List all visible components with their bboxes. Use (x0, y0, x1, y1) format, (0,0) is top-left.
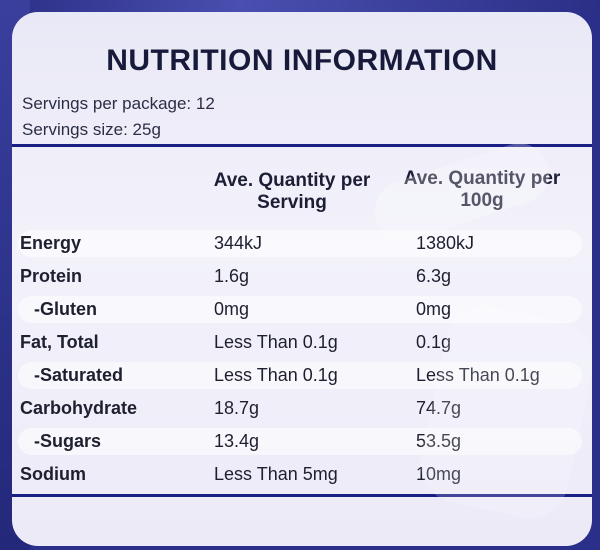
nutrient-name: Fat, Total (20, 332, 99, 352)
package-edge-top (0, 0, 600, 14)
value-per-100g: 6.3g (416, 266, 452, 286)
table-row: Protein 1.6g 6.3g (12, 260, 592, 293)
value-per-100g: 0.1g (416, 332, 452, 352)
nutrient-name: -Gluten (34, 299, 97, 319)
servings-per-package: Servings per package: 12 (22, 94, 215, 113)
serving-size: Servings size: 25g (22, 120, 161, 139)
row-band (18, 296, 582, 323)
table-row: Sodium Less Than 5mg 10mg (12, 458, 592, 491)
table-row: -Gluten 0mg 0mg (12, 293, 592, 326)
row-band (18, 362, 582, 389)
nutrient-name: -Saturated (34, 365, 124, 385)
value-per-serving: 1.6g (214, 266, 250, 286)
value-per-serving: 18.7g (214, 398, 260, 418)
value-per-serving: 344kJ (214, 233, 263, 253)
row-band (18, 230, 582, 257)
table-row: -Sugars 13.4g 53.5g (12, 425, 592, 458)
nutrient-name: Sodium (20, 464, 86, 484)
value-per-serving: Less Than 0.1g (214, 332, 338, 352)
table-bottom-rule (12, 494, 592, 497)
table-row: Energy 344kJ 1380kJ (12, 227, 592, 260)
value-per-100g: 1380kJ (416, 233, 475, 253)
value-per-100g: 0mg (416, 299, 452, 319)
value-per-100g: 10mg (416, 464, 462, 484)
nutrient-name: Protein (20, 266, 83, 286)
value-per-serving: 0mg (214, 299, 250, 319)
table-row: Carbohydrate 18.7g 74.7g (12, 392, 592, 425)
value-per-100g: Less Than 0.1g (416, 365, 540, 385)
nutrient-name: Energy (20, 233, 82, 253)
panel-title: NUTRITION INFORMATION (106, 44, 498, 77)
value-per-100g: 53.5g (416, 431, 462, 451)
nutrition-label: NUTRITION INFORMATION Servings per packa… (12, 12, 592, 546)
table-top-rule (12, 144, 592, 147)
nutrient-name: -Sugars (34, 431, 102, 451)
nutrition-table: Energy 344kJ 1380kJ Protein 1.6g 6.3g -G… (12, 227, 592, 491)
table-row: Fat, Total Less Than 0.1g 0.1g (12, 326, 592, 359)
value-per-serving: Less Than 0.1g (214, 365, 338, 385)
value-per-100g: 74.7g (416, 398, 462, 418)
column-header-per-100g: Ave. Quantity per 100g (403, 168, 561, 211)
value-per-serving: 13.4g (214, 431, 260, 451)
nutrient-name: Carbohydrate (20, 398, 138, 418)
table-row: -Saturated Less Than 0.1g Less Than 0.1g (12, 359, 592, 392)
row-band (18, 428, 582, 455)
column-header-per-serving: Ave. Quantity per Serving (213, 170, 371, 213)
value-per-serving: Less Than 5mg (214, 464, 338, 484)
